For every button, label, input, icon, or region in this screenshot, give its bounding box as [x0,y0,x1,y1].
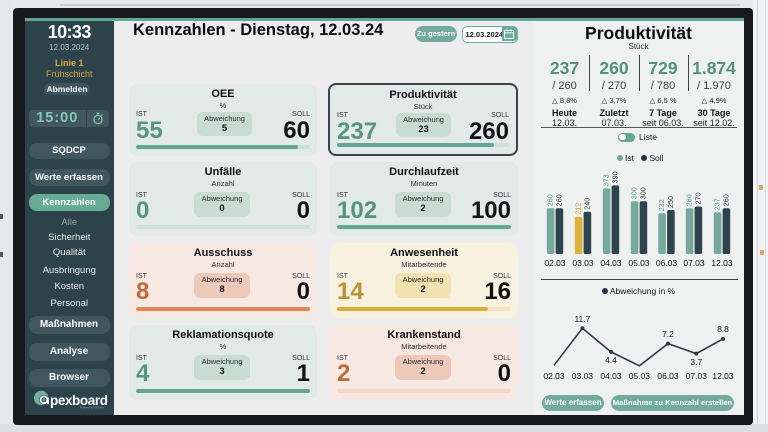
svg-text:250: 250 [666,196,675,208]
svg-text:05.03: 05.03 [629,371,651,381]
svg-text:240: 240 [582,198,591,210]
svg-text:260: 260 [685,194,694,206]
svg-text:4.4: 4.4 [605,355,617,365]
svg-text:04.03: 04.03 [600,258,622,268]
svg-text:11.7: 11.7 [574,314,590,324]
svg-text:390: 390 [610,171,619,183]
svg-text:237: 237 [713,198,722,210]
svg-text:373: 373 [602,174,611,186]
svg-text:3.7: 3.7 [690,357,702,367]
svg-text:232: 232 [657,199,666,211]
svg-text:270: 270 [693,193,702,205]
svg-text:260: 260 [546,194,555,206]
svg-text:07.03: 07.03 [686,371,708,381]
svg-text:12.03: 12.03 [712,371,734,381]
svg-text:7.2: 7.2 [662,329,674,339]
svg-text:05.03: 05.03 [628,258,650,268]
svg-text:03.03: 03.03 [572,258,594,268]
svg-text:260: 260 [554,194,563,206]
svg-text:Powered by UEGefix: Powered by UEGefix [80,405,105,409]
svg-text:06.03: 06.03 [656,258,678,268]
svg-text:12.03: 12.03 [711,258,733,268]
svg-text:300: 300 [638,187,647,199]
svg-text:260: 260 [721,194,730,206]
svg-text:300: 300 [630,187,639,199]
svg-text:02.03: 02.03 [544,258,566,268]
svg-text:8.8: 8.8 [717,324,729,334]
svg-text:212: 212 [574,203,583,215]
svg-text:07.03: 07.03 [683,258,705,268]
svg-text:06.03: 06.03 [657,371,679,381]
svg-text:pexboard: pexboard [50,393,108,408]
svg-text:03.03: 03.03 [572,371,594,381]
svg-text:02.03: 02.03 [543,371,565,381]
svg-text:04.03: 04.03 [600,371,622,381]
